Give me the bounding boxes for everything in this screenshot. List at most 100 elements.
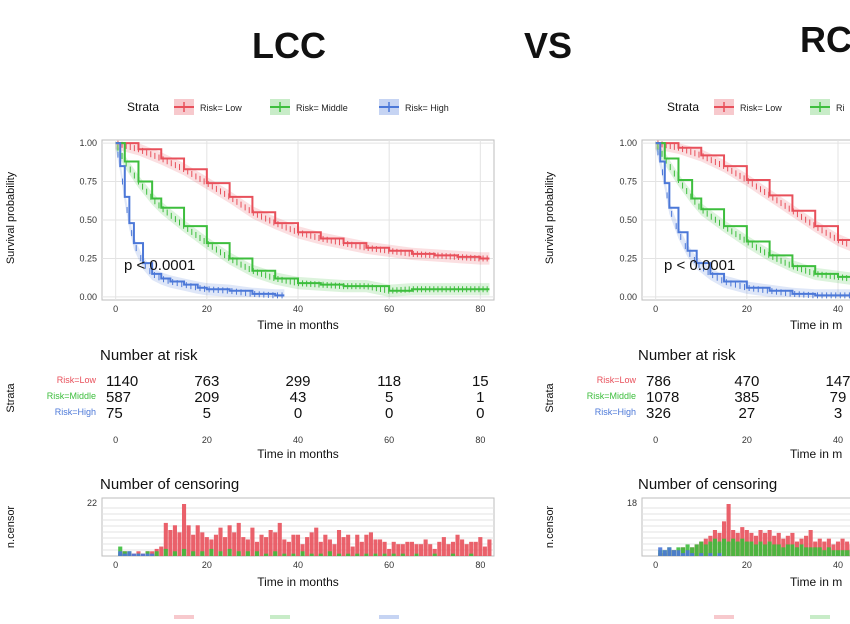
x-tick-label: 40 [833,435,843,445]
strata-label: Risk=High [595,407,636,417]
censor-bar-middle [310,554,314,556]
risk-count: 5 [385,389,393,406]
ylabel-survival-left: Survival probability [5,171,17,264]
censor-bar-middle [373,554,377,556]
censor-bar-middle [768,542,772,556]
censor-bar-middle [772,544,776,556]
censor-bar-low [205,537,209,556]
censor-bar-middle [392,554,396,556]
censor-bar-middle [813,547,817,556]
censor-bar-middle [255,551,259,556]
censor-bar-low [465,544,469,556]
censor-bar-middle [291,554,295,556]
censor-bar-middle [749,542,753,556]
censor-bar-low [305,537,309,556]
censor-bar-low [214,535,218,556]
censor-bar-middle [246,551,250,556]
xlabel-survival-right: Time in m [790,318,842,332]
y-tick-label: 0.00 [79,292,97,302]
censor-bar-high [663,550,667,556]
censor-bar-low [346,535,350,556]
censor-bar-middle [328,551,332,556]
censor-bar-high [717,553,721,556]
censor-bar-high [136,554,140,556]
censor-bar-low [405,542,409,556]
censor-bar-low [351,547,355,556]
censor-bar-low [483,547,487,556]
risk-count: 1140 [106,373,138,390]
censor-bar-low [232,532,236,556]
censor-bar-high [686,550,690,556]
censor-bar-middle [451,554,455,556]
censor-bar-middle [182,549,186,556]
censor-bar-low [437,542,441,556]
censor-bar-middle [301,551,305,556]
censor-bar-low [455,535,459,556]
risk-count: 326 [646,405,671,422]
censor-bar-middle [401,554,405,556]
censor-bar-high [690,553,694,556]
bottom-legend-key-low [174,615,194,619]
censoring-title-left: Number of censoring [100,476,239,493]
rc-title: RC [800,19,850,60]
risk-count: 5 [203,405,211,422]
censor-bar-low [177,532,181,556]
censor-bar-middle [414,554,418,556]
legend-left: Strata Risk= Low Risk= Middle Risk= High [127,99,449,115]
censor-bar-middle [736,542,740,556]
x-tick-label: 80 [475,560,485,570]
censor-bar-middle [337,554,341,556]
censor-bar-high [672,550,676,556]
censor-bar-low [296,535,300,556]
legend-right-label-middle: Ri [836,103,845,113]
risk-count: 1078 [646,389,679,406]
x-tick-label: 0 [113,435,118,445]
censor-bar-low [241,537,245,556]
censor-bar-middle [822,550,826,556]
censor-bar-middle [827,547,831,556]
censor-bar-low [332,544,336,556]
censor-bar-middle [804,547,808,556]
bottom-legend-key-high [379,615,399,619]
y-tick-label: 0.25 [79,253,97,263]
ylabel-strata-left: Strata [5,382,17,412]
risk-count: 0 [294,405,302,422]
y-tick-label: 1.00 [79,138,97,148]
risk-count: 15 [472,373,489,390]
censor-bar-middle [786,544,790,556]
censor-bar-middle [155,551,159,556]
risk-count: 0 [385,405,393,422]
censor-bar-low [342,537,346,556]
bottom-legend-key-middle-right [810,615,830,619]
risk-count: 75 [106,405,123,422]
censor-bar-high [146,554,150,556]
p-value-left: p < 0.0001 [124,257,195,274]
legend-title: Strata [127,100,159,114]
x-tick-label: 0 [653,560,658,570]
censor-bar-middle [383,554,387,556]
ylabel-strata-right: Strata [544,382,556,412]
bottom-legend-key-middle [270,615,290,619]
censor-bar-high [708,553,712,556]
legend-label-high: Risk= High [405,103,449,113]
censor-bar-high [699,553,703,556]
censor-bar-low [474,542,478,556]
censor-bar-middle [831,550,835,556]
censor-bar-middle [228,549,232,556]
censor-bar-low [355,535,359,556]
censor-bar-low [278,523,282,556]
x-tick-label: 40 [293,560,303,570]
y-tick-label: 0.75 [79,177,97,187]
strata-label: Risk=Middle [587,391,636,401]
xlabel-survival-left: Time in months [257,318,339,332]
risk-count: 1 [476,389,484,406]
risk-count: 786 [646,373,671,390]
legend-title-right: Strata [667,100,699,114]
censor-bar-middle [781,547,785,556]
censor-bar-middle [758,542,762,556]
risk-table-title-left: Number at risk [100,347,198,364]
risk-count: 385 [734,389,759,406]
censor-bar-middle [218,551,222,556]
risk-count: 209 [194,389,219,406]
